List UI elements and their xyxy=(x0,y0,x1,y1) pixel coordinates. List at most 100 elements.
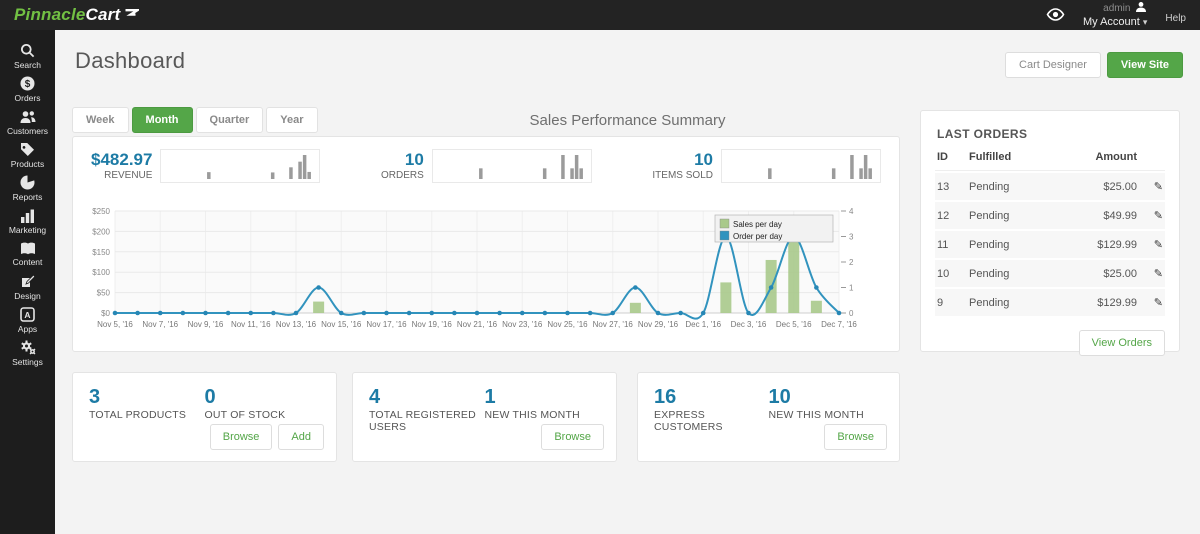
orders-sparkline xyxy=(478,155,583,179)
edit-pencil-icon[interactable]: ✎ xyxy=(1153,297,1163,309)
order-amount: $25.00 xyxy=(1103,180,1137,193)
edit-pencil-icon[interactable]: ✎ xyxy=(1153,210,1163,222)
browse-customers-button[interactable]: Browse xyxy=(824,424,887,450)
tab-quarter[interactable]: Quarter xyxy=(195,107,264,133)
svg-text:$150: $150 xyxy=(92,248,110,257)
express-customers-card: 16 EXPRESS CUSTOMERS 10 NEW THIS MONTH B… xyxy=(637,372,900,462)
sidebar-item-label: Settings xyxy=(12,357,43,367)
svg-text:Nov 27, '16: Nov 27, '16 xyxy=(593,320,634,329)
view-site-button[interactable]: View Site xyxy=(1106,52,1183,78)
browse-users-button[interactable]: Browse xyxy=(541,424,604,450)
sales-summary-card: $482.97 REVENUE 10 ORDERS 10 ITEMS SOLD xyxy=(72,136,900,352)
sidebar-item-label: Customers xyxy=(6,125,49,136)
items-sold-value: 10 xyxy=(694,150,713,169)
user-icon xyxy=(1135,1,1147,17)
sidebar-item-label: Search xyxy=(14,60,41,70)
total-products-label: TOTAL PRODUCTS xyxy=(89,409,187,421)
sidebar-item-reports[interactable]: Reports xyxy=(0,172,55,205)
browse-products-button[interactable]: Browse xyxy=(209,424,273,450)
registered-users-card: 4 TOTAL REGISTERED USERS 1 NEW THIS MONT… xyxy=(352,372,617,462)
sidebar-item-label: Reports xyxy=(12,192,43,202)
pinnaclecart-logo[interactable]: PinnacleCart xyxy=(14,5,143,25)
account-menu[interactable]: admin My Account ▾ xyxy=(1083,1,1147,29)
out-of-stock-value: 0 xyxy=(204,386,216,408)
topbar: PinnacleCart admin My Account ▾ Help xyxy=(0,0,1200,30)
svg-text:Nov 5, '16: Nov 5, '16 xyxy=(97,320,133,329)
sidebar-item-design[interactable]: Design xyxy=(0,271,55,304)
add-product-button[interactable]: Add xyxy=(278,424,324,450)
sidebar-item-marketing[interactable]: Marketing xyxy=(0,205,55,238)
customers-new-month-label: NEW THIS MONTH xyxy=(768,409,864,421)
sidebar-item-customers[interactable]: Customers xyxy=(0,106,55,139)
view-store-eye-icon[interactable] xyxy=(1046,8,1065,22)
svg-text:Dec 7, '16: Dec 7, '16 xyxy=(821,320,857,329)
svg-text:$100: $100 xyxy=(92,268,110,277)
table-row: 12 Pending $49.99 ✎ xyxy=(935,202,1165,229)
svg-text:1: 1 xyxy=(849,284,854,293)
svg-text:2: 2 xyxy=(849,258,854,267)
order-amount: $25.00 xyxy=(1103,267,1137,280)
orders-value: 10 xyxy=(404,150,424,169)
revenue-sparkline xyxy=(207,155,312,179)
sidebar-item-settings[interactable]: Settings xyxy=(0,337,55,370)
sidebar-item-label: Apps xyxy=(17,324,38,334)
cart-designer-button[interactable]: Cart Designer xyxy=(1005,52,1101,78)
sidebar-nav: Search $ Orders Customers Products Repor… xyxy=(0,30,55,534)
revenue-stat: $482.97 REVENUE xyxy=(91,149,321,183)
total-products-value: 3 xyxy=(89,386,101,408)
last-orders-title: LAST ORDERS xyxy=(937,127,1028,141)
help-link[interactable]: Help xyxy=(1165,13,1186,25)
apps-icon: A xyxy=(20,307,35,322)
sidebar-item-label: Design xyxy=(14,291,41,301)
sidebar-item-apps[interactable]: A Apps xyxy=(0,304,55,337)
svg-text:$250: $250 xyxy=(92,207,110,216)
tab-month[interactable]: Month xyxy=(131,107,193,133)
design-brush-icon xyxy=(20,274,35,289)
sidebar-item-label: Orders xyxy=(14,93,41,103)
page-title: Dashboard xyxy=(75,48,186,73)
order-fulfilled: Pending xyxy=(969,238,1010,251)
sidebar-item-products[interactable]: Products xyxy=(0,139,55,172)
order-amount: $49.99 xyxy=(1103,209,1137,222)
items-sold-label: ITEMS SOLD xyxy=(652,169,713,181)
edit-pencil-icon[interactable]: ✎ xyxy=(1153,239,1163,251)
express-customers-value: 16 xyxy=(654,386,677,408)
sidebar-item-search[interactable]: Search xyxy=(0,40,55,73)
sidebar-item-orders[interactable]: $ Orders xyxy=(0,73,55,106)
items-sold-stat: 10 ITEMS SOLD xyxy=(652,149,881,183)
edit-pencil-icon[interactable]: ✎ xyxy=(1153,181,1163,193)
edit-pencil-icon[interactable]: ✎ xyxy=(1153,268,1163,280)
customers-new-month-value: 10 xyxy=(768,386,791,408)
table-row: 11 Pending $129.99 ✎ xyxy=(935,231,1165,258)
view-orders-button[interactable]: View Orders xyxy=(1078,330,1165,356)
total-users-value: 4 xyxy=(369,386,381,408)
sidebar-item-label: Content xyxy=(12,257,43,267)
orders-label: ORDERS xyxy=(381,169,424,181)
main-content: Dashboard Cart Designer View Site Sales … xyxy=(55,30,1200,534)
order-fulfilled: Pending xyxy=(969,180,1010,193)
last-orders-header: ID Fulfilled Amount xyxy=(935,151,1165,171)
col-id: ID xyxy=(937,151,948,163)
tab-week[interactable]: Week xyxy=(72,107,129,133)
svg-text:$: $ xyxy=(25,79,31,90)
svg-text:Nov 15, '16: Nov 15, '16 xyxy=(321,320,362,329)
admin-username: admin xyxy=(1103,2,1131,14)
out-of-stock-label: OUT OF STOCK xyxy=(204,409,286,421)
logo-text-secondary: Cart xyxy=(85,5,121,24)
svg-text:Nov 17, '16: Nov 17, '16 xyxy=(366,320,407,329)
sidebar-item-content[interactable]: Content xyxy=(0,238,55,271)
order-id: 10 xyxy=(937,267,950,280)
order-fulfilled: Pending xyxy=(969,209,1010,222)
revenue-value: $482.97 xyxy=(91,150,153,169)
svg-text:Nov 23, '16: Nov 23, '16 xyxy=(502,320,543,329)
svg-text:Nov 7, '16: Nov 7, '16 xyxy=(142,320,178,329)
tab-year[interactable]: Year xyxy=(266,107,318,133)
summary-title: Sales Performance Summary xyxy=(529,112,726,129)
items-sold-sparkline xyxy=(768,155,872,179)
svg-text:Nov 11, '16: Nov 11, '16 xyxy=(231,320,271,329)
express-customers-label: EXPRESS CUSTOMERS xyxy=(654,409,723,433)
col-fulfilled: Fulfilled xyxy=(969,151,1012,163)
my-account-dropdown[interactable]: My Account ▾ xyxy=(1083,16,1147,29)
svg-text:3: 3 xyxy=(849,233,854,242)
revenue-label: REVENUE xyxy=(104,169,153,181)
